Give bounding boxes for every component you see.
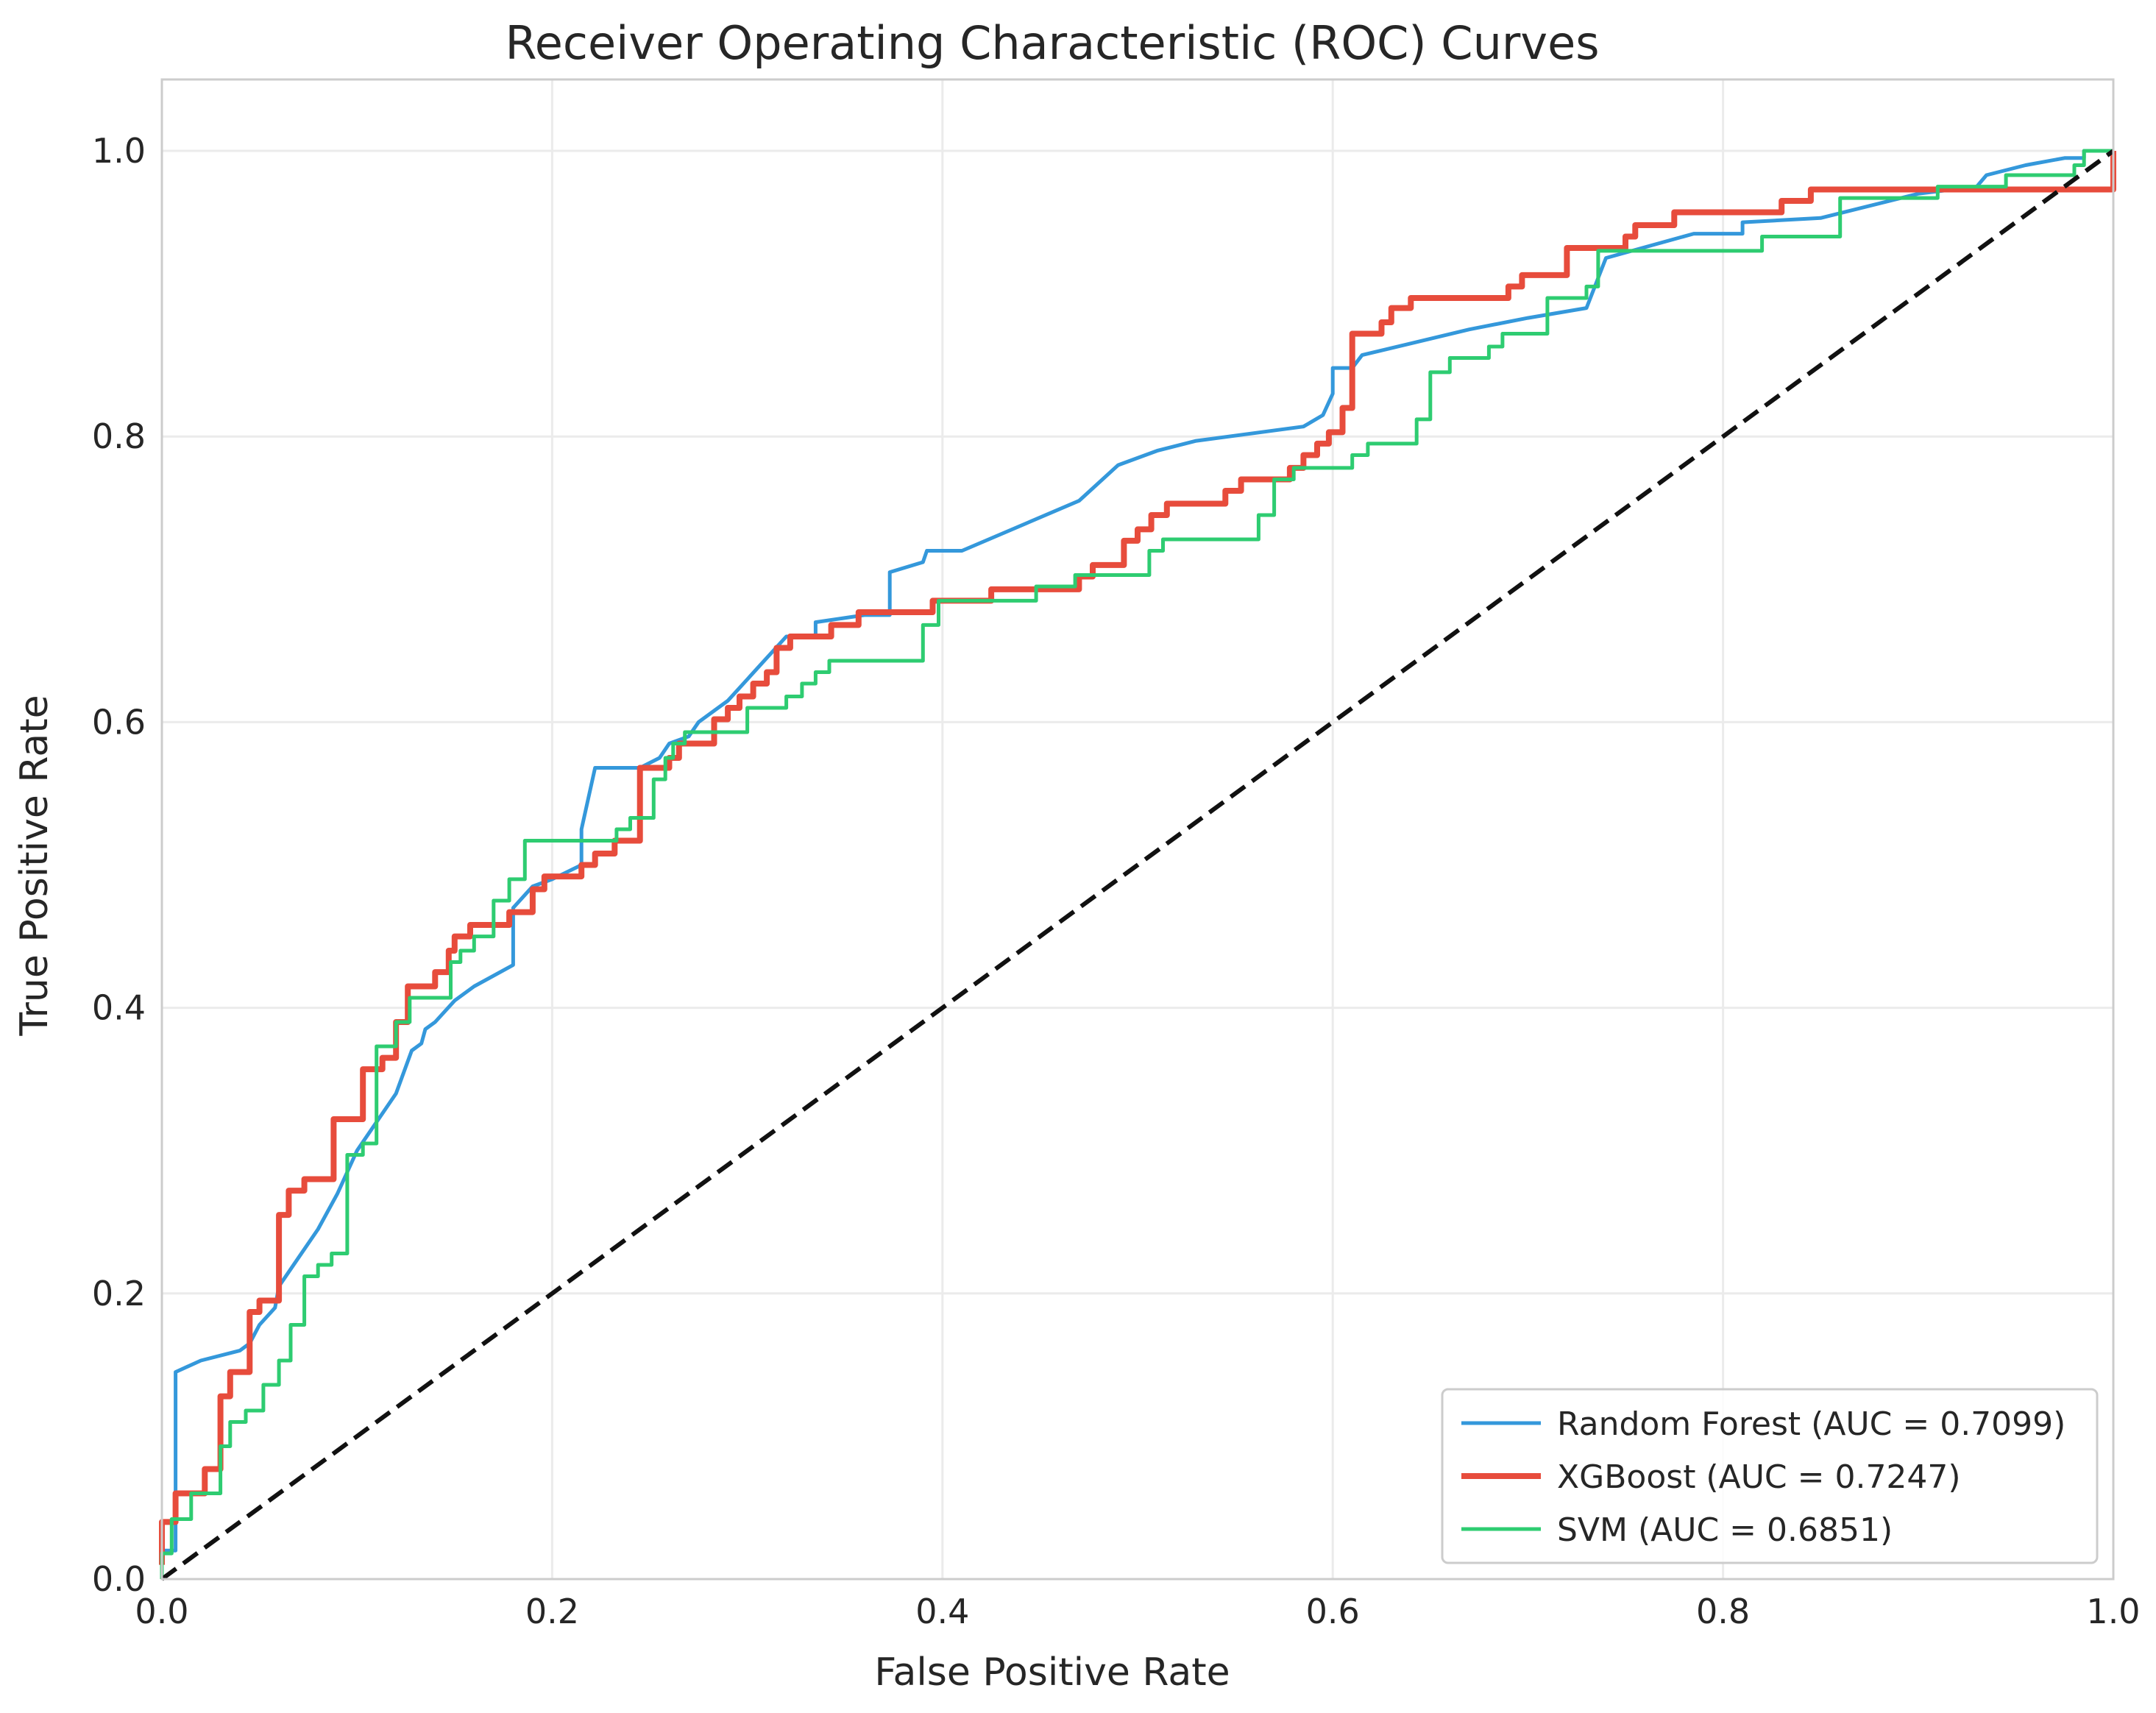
legend-box <box>1441 1388 2099 1564</box>
chance-diagonal-line <box>160 149 2115 1581</box>
y-tick-label: 0.2 <box>92 1274 146 1313</box>
y-tick-label: 0.4 <box>92 988 146 1028</box>
y-tick-label: 0.0 <box>92 1559 146 1599</box>
x-tick-label: 0.2 <box>525 1592 579 1631</box>
x-tick-label: 0.8 <box>1696 1592 1750 1631</box>
x-tick-label: 1.0 <box>2086 1592 2140 1631</box>
x-tick-label: 0.4 <box>915 1592 969 1631</box>
x-tick-label: 0.0 <box>135 1592 188 1631</box>
legend-label: SVM (AUC = 0.6851) <box>1557 1511 1893 1549</box>
plot-frame <box>160 78 2115 1581</box>
series-layer <box>159 149 2116 1581</box>
legend-item-xgboost: XGBoost (AUC = 0.7247) <box>1461 1458 1961 1496</box>
legend-item-random-forest: Random Forest (AUC = 0.7099) <box>1461 1405 2065 1443</box>
y-tick-label: 0.6 <box>92 702 146 742</box>
y-tick-label: 0.8 <box>92 416 146 456</box>
y-axis-label: True Positive Rate <box>13 695 57 1036</box>
legend-label: XGBoost (AUC = 0.7247) <box>1557 1458 1961 1496</box>
x-axis-label: False Positive Rate <box>874 1650 1230 1695</box>
legend-label: Random Forest (AUC = 0.7099) <box>1557 1405 2065 1443</box>
svm-line <box>160 149 2113 1579</box>
legend: Random Forest (AUC = 0.7099) XGBoost (AUC… <box>1441 1388 2099 1564</box>
legend-item-svm: SVM (AUC = 0.6851) <box>1461 1511 1893 1549</box>
x-tick-label: 0.6 <box>1306 1592 1360 1631</box>
chart-title: Receiver Operating Characteristic (ROC) … <box>505 16 1599 70</box>
grid <box>160 79 2115 1581</box>
tick-labels: 0.0 0.2 0.4 0.6 0.8 1.0 0.0 0.2 0.4 0.6 0.8 1.0 <box>92 131 2141 1631</box>
xgboost-line <box>159 151 2116 1565</box>
y-tick-label: 1.0 <box>92 131 146 171</box>
